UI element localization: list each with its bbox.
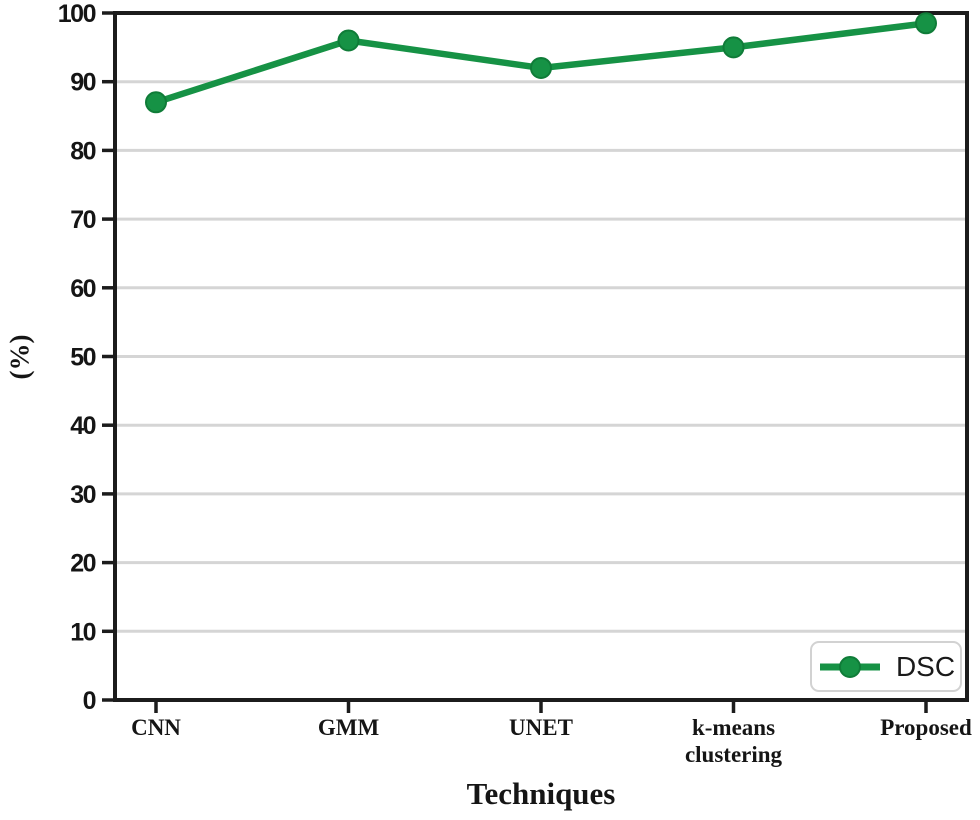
x-tick-label: CNN	[131, 715, 181, 740]
y-tick-label: 80	[70, 137, 95, 165]
legend-line-marker-icon	[819, 655, 880, 678]
y-tick-label: 60	[70, 275, 95, 303]
y-tick-label: 90	[70, 69, 95, 97]
legend: DSC	[810, 641, 962, 692]
data-point	[530, 56, 552, 79]
legend-label: DSC	[895, 650, 956, 682]
y-tick-label: 30	[70, 481, 95, 509]
data-point	[337, 29, 360, 52]
x-tick-label: UNET	[509, 715, 573, 740]
y-tick-label: 0	[83, 687, 96, 715]
y-tick-label: 50	[70, 344, 95, 372]
data-point	[915, 12, 937, 35]
x-axis-label: Techniques	[466, 776, 616, 811]
data-point	[722, 36, 745, 59]
x-tick-label: k-means clustering	[685, 715, 783, 767]
data-point	[145, 91, 167, 114]
y-tick-label: 20	[70, 550, 95, 578]
y-tick-label: 70	[70, 206, 95, 234]
y-tick-label: 10	[70, 618, 95, 646]
y-tick-label: 100	[58, 0, 96, 28]
x-tick-label: Proposed	[880, 715, 972, 740]
y-tick-label: 40	[70, 412, 95, 440]
y-axis-label: (%)	[4, 334, 35, 380]
x-tick-label: GMM	[318, 715, 380, 740]
